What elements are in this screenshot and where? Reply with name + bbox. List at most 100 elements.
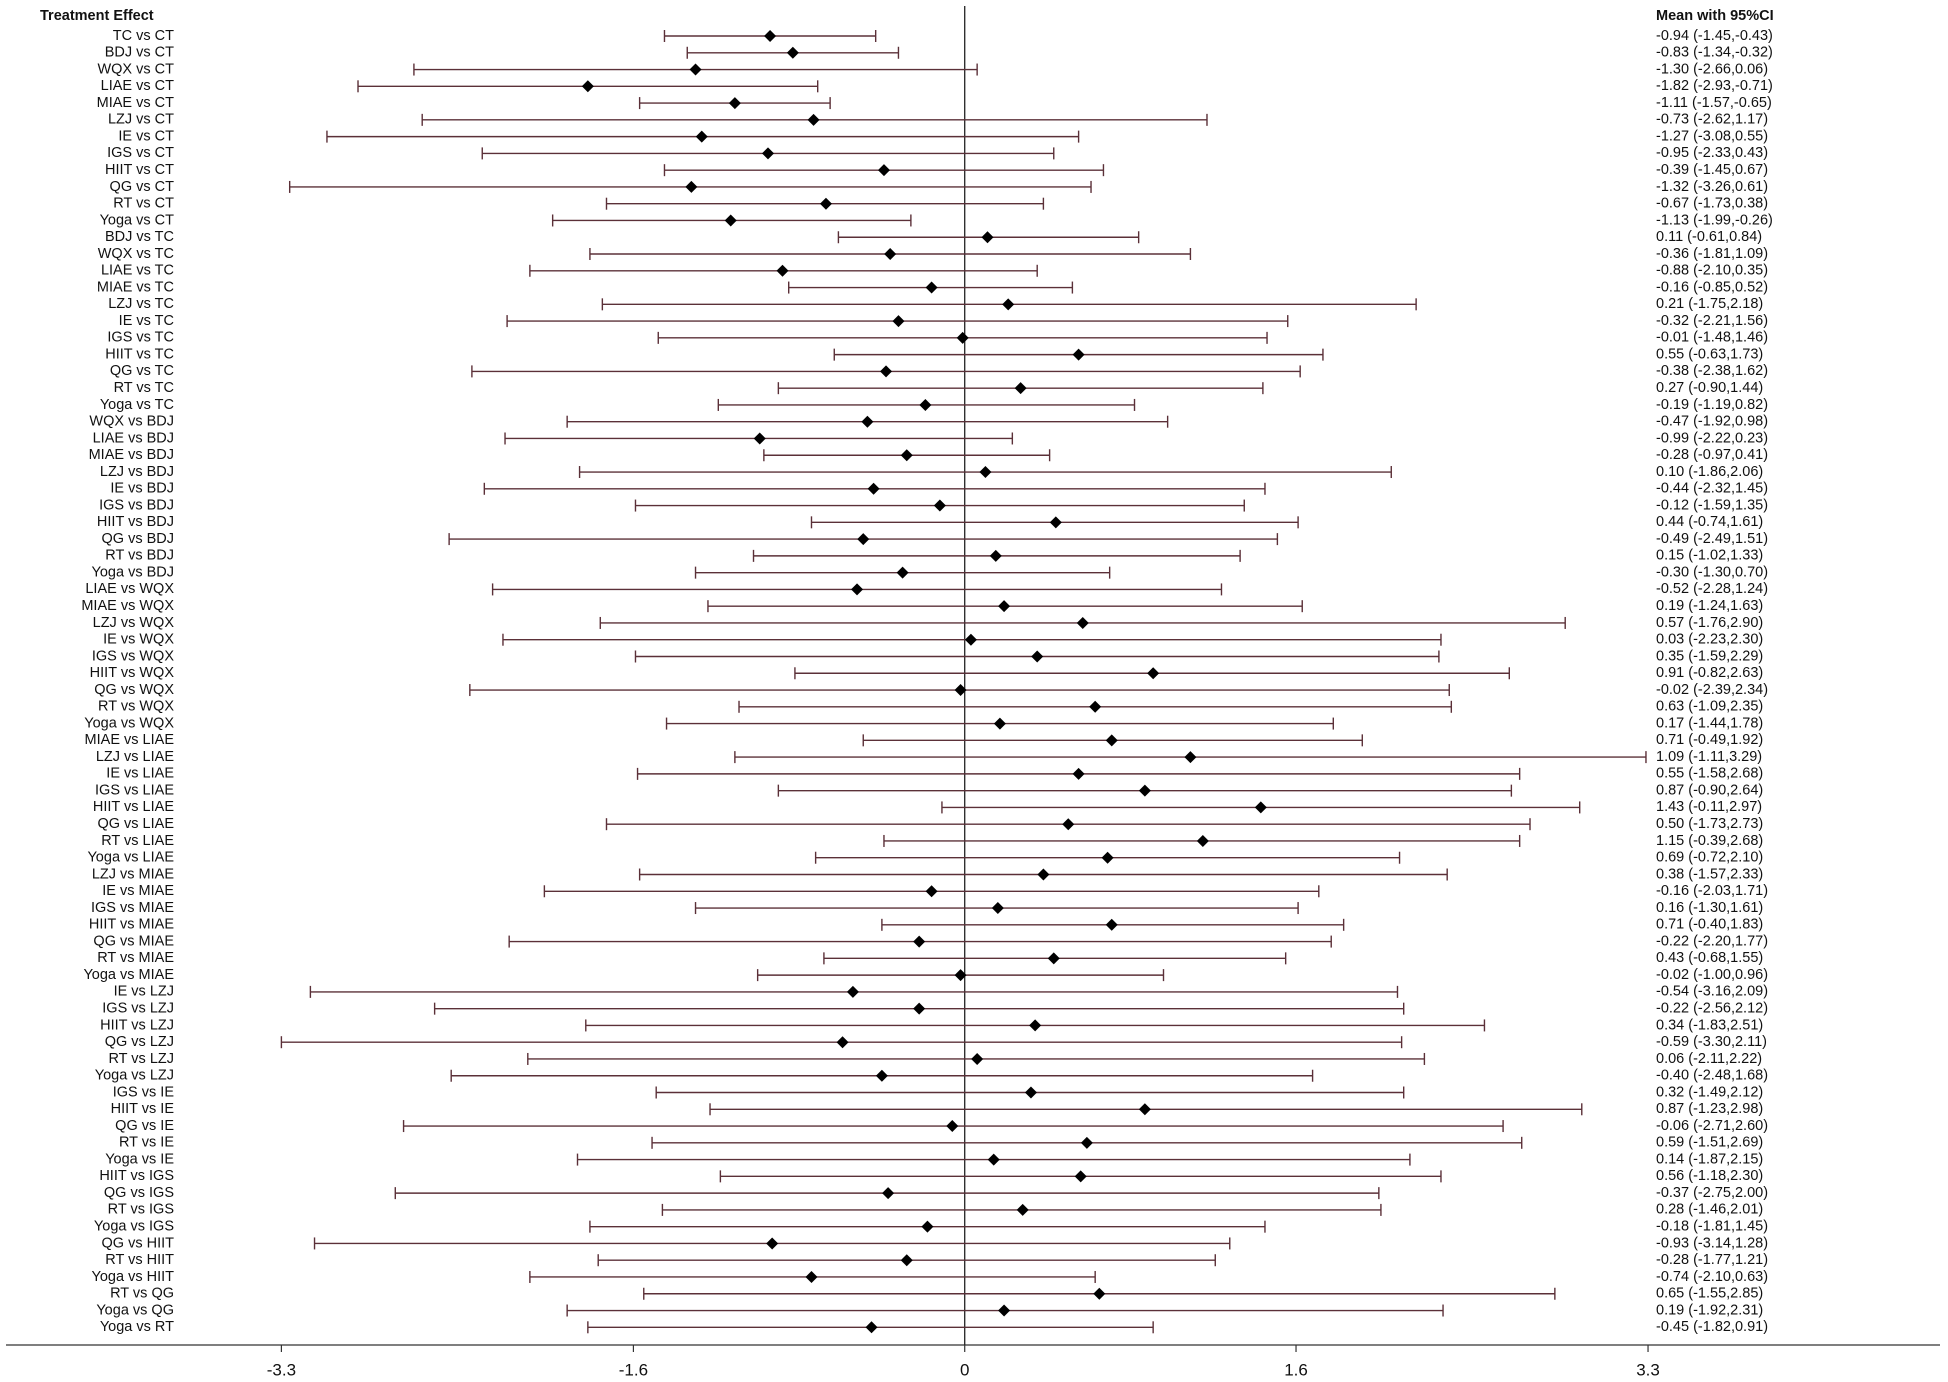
mean-marker	[1196, 834, 1209, 847]
row-label: QG vs HIIT	[102, 1235, 175, 1251]
row-label: Yoga vs CT	[100, 212, 175, 228]
mean-marker	[685, 180, 698, 193]
row-label: RT vs IE	[119, 1135, 174, 1151]
value-label: 0.17 (-1.44,1.78)	[1656, 715, 1763, 731]
value-label: -0.30 (-1.30,0.70)	[1656, 564, 1768, 580]
row-label: QG vs IE	[115, 1118, 174, 1134]
mean-marker	[724, 214, 737, 227]
row-label: QG vs LIAE	[97, 816, 174, 832]
value-label: -0.74 (-2.10,0.63)	[1656, 1269, 1768, 1285]
value-label: -0.99 (-2.22,0.23)	[1656, 430, 1768, 446]
value-label: 0.03 (-2.23,2.30)	[1656, 632, 1763, 648]
mean-marker	[805, 1270, 818, 1283]
row-label: LIAE vs TC	[101, 263, 174, 279]
row-label: LIAE vs WQX	[85, 581, 174, 597]
row-label: RT vs CT	[113, 196, 174, 212]
x-tick-label: 3.3	[1636, 1360, 1660, 1379]
mean-marker	[925, 281, 938, 294]
row-label: QG vs CT	[110, 179, 175, 195]
value-label: 0.10 (-1.86,2.06)	[1656, 464, 1763, 480]
row-label: HIIT vs LIAE	[93, 799, 174, 815]
mean-marker	[857, 533, 870, 546]
value-label: -0.19 (-1.19,0.82)	[1656, 397, 1768, 413]
value-label: 0.55 (-1.58,2.68)	[1656, 766, 1763, 782]
row-label: QG vs MIAE	[93, 933, 174, 949]
row-label: IE vs LIAE	[106, 766, 174, 782]
value-label: -0.83 (-1.34,-0.32)	[1656, 45, 1773, 61]
mean-marker	[964, 633, 977, 646]
row-label: Yoga vs IE	[105, 1151, 174, 1167]
x-tick-label: 0	[960, 1360, 969, 1379]
mean-marker	[877, 164, 890, 177]
mean-marker	[900, 449, 913, 462]
row-label: WQX vs CT	[97, 61, 174, 77]
row-label: Yoga vs RT	[100, 1319, 174, 1335]
mean-marker	[925, 885, 938, 898]
value-label: 0.15 (-1.02,1.33)	[1656, 548, 1763, 564]
value-label: -0.16 (-0.85,0.52)	[1656, 279, 1768, 295]
row-label: RT vs QG	[110, 1286, 174, 1302]
row-label: LZJ vs WQX	[93, 615, 175, 631]
mean-marker	[896, 566, 909, 579]
mean-marker	[1076, 616, 1089, 629]
mean-marker	[998, 1304, 1011, 1317]
mean-marker	[946, 1120, 959, 1133]
value-label: 0.56 (-1.18,2.30)	[1656, 1168, 1763, 1184]
value-label: -1.13 (-1.99,-0.26)	[1656, 212, 1773, 228]
row-label: MIAE vs TC	[97, 279, 174, 295]
value-label: 0.57 (-1.76,2.90)	[1656, 615, 1763, 631]
row-label: QG vs LZJ	[105, 1034, 174, 1050]
mean-marker	[836, 1036, 849, 1049]
value-label: -0.52 (-2.28,1.24)	[1656, 581, 1768, 597]
mean-marker	[1105, 734, 1118, 747]
value-label: -0.28 (-1.77,1.21)	[1656, 1252, 1768, 1268]
mean-marker	[581, 80, 594, 93]
row-label: LZJ vs TC	[108, 296, 174, 312]
mean-marker	[1037, 868, 1050, 881]
row-label: Yoga vs LZJ	[95, 1068, 174, 1084]
value-label: 0.21 (-1.75,2.18)	[1656, 296, 1763, 312]
mean-marker	[989, 549, 1002, 562]
value-label: -0.12 (-1.59,1.35)	[1656, 497, 1768, 513]
mean-marker	[1074, 1170, 1087, 1183]
mean-marker	[846, 985, 859, 998]
mean-marker	[913, 935, 926, 948]
mean-marker	[1049, 516, 1062, 529]
row-label: IE vs MIAE	[102, 883, 174, 899]
mean-marker	[913, 1002, 926, 1015]
value-label: -0.06 (-2.71,2.60)	[1656, 1118, 1768, 1134]
value-label: 0.87 (-0.90,2.64)	[1656, 782, 1763, 798]
row-label: IGS vs BDJ	[99, 497, 174, 513]
mean-marker	[1072, 348, 1085, 361]
row-label: IGS vs TC	[107, 330, 174, 346]
mean-marker	[1002, 298, 1015, 311]
value-label: -0.93 (-3.14,1.28)	[1656, 1235, 1768, 1251]
row-label: LIAE vs CT	[101, 78, 174, 94]
value-label: -1.27 (-3.08,0.55)	[1656, 128, 1768, 144]
mean-marker	[1080, 1136, 1093, 1149]
mean-marker	[884, 248, 897, 261]
value-label: 0.35 (-1.59,2.29)	[1656, 648, 1763, 664]
mean-marker	[1024, 1086, 1037, 1099]
value-label: 0.71 (-0.40,1.83)	[1656, 917, 1763, 933]
value-label: -0.16 (-2.03,1.71)	[1656, 883, 1768, 899]
value-label: -1.11 (-1.57,-0.65)	[1656, 95, 1772, 111]
value-label: -0.02 (-1.00,0.96)	[1656, 967, 1768, 983]
value-label: -0.38 (-2.38,1.62)	[1656, 363, 1768, 379]
mean-marker	[1138, 784, 1151, 797]
row-label: TC vs CT	[113, 28, 174, 44]
row-label: Yoga vs QG	[96, 1302, 174, 1318]
row-label: LIAE vs BDJ	[93, 430, 174, 446]
mean-marker	[1147, 667, 1160, 680]
row-label: IGS vs WQX	[92, 648, 175, 664]
row-label: LZJ vs LIAE	[96, 749, 174, 765]
mean-marker	[762, 147, 775, 160]
value-label: 0.19 (-1.24,1.63)	[1656, 598, 1763, 614]
row-label: IE vs BDJ	[110, 481, 174, 497]
value-label: -0.94 (-1.45,-0.43)	[1656, 28, 1773, 44]
mean-marker	[1101, 851, 1114, 864]
value-label: -0.40 (-2.48,1.68)	[1656, 1068, 1768, 1084]
mean-marker	[991, 902, 1004, 915]
value-label: -0.01 (-1.48,1.46)	[1656, 330, 1768, 346]
row-label: Yoga vs TC	[100, 397, 174, 413]
